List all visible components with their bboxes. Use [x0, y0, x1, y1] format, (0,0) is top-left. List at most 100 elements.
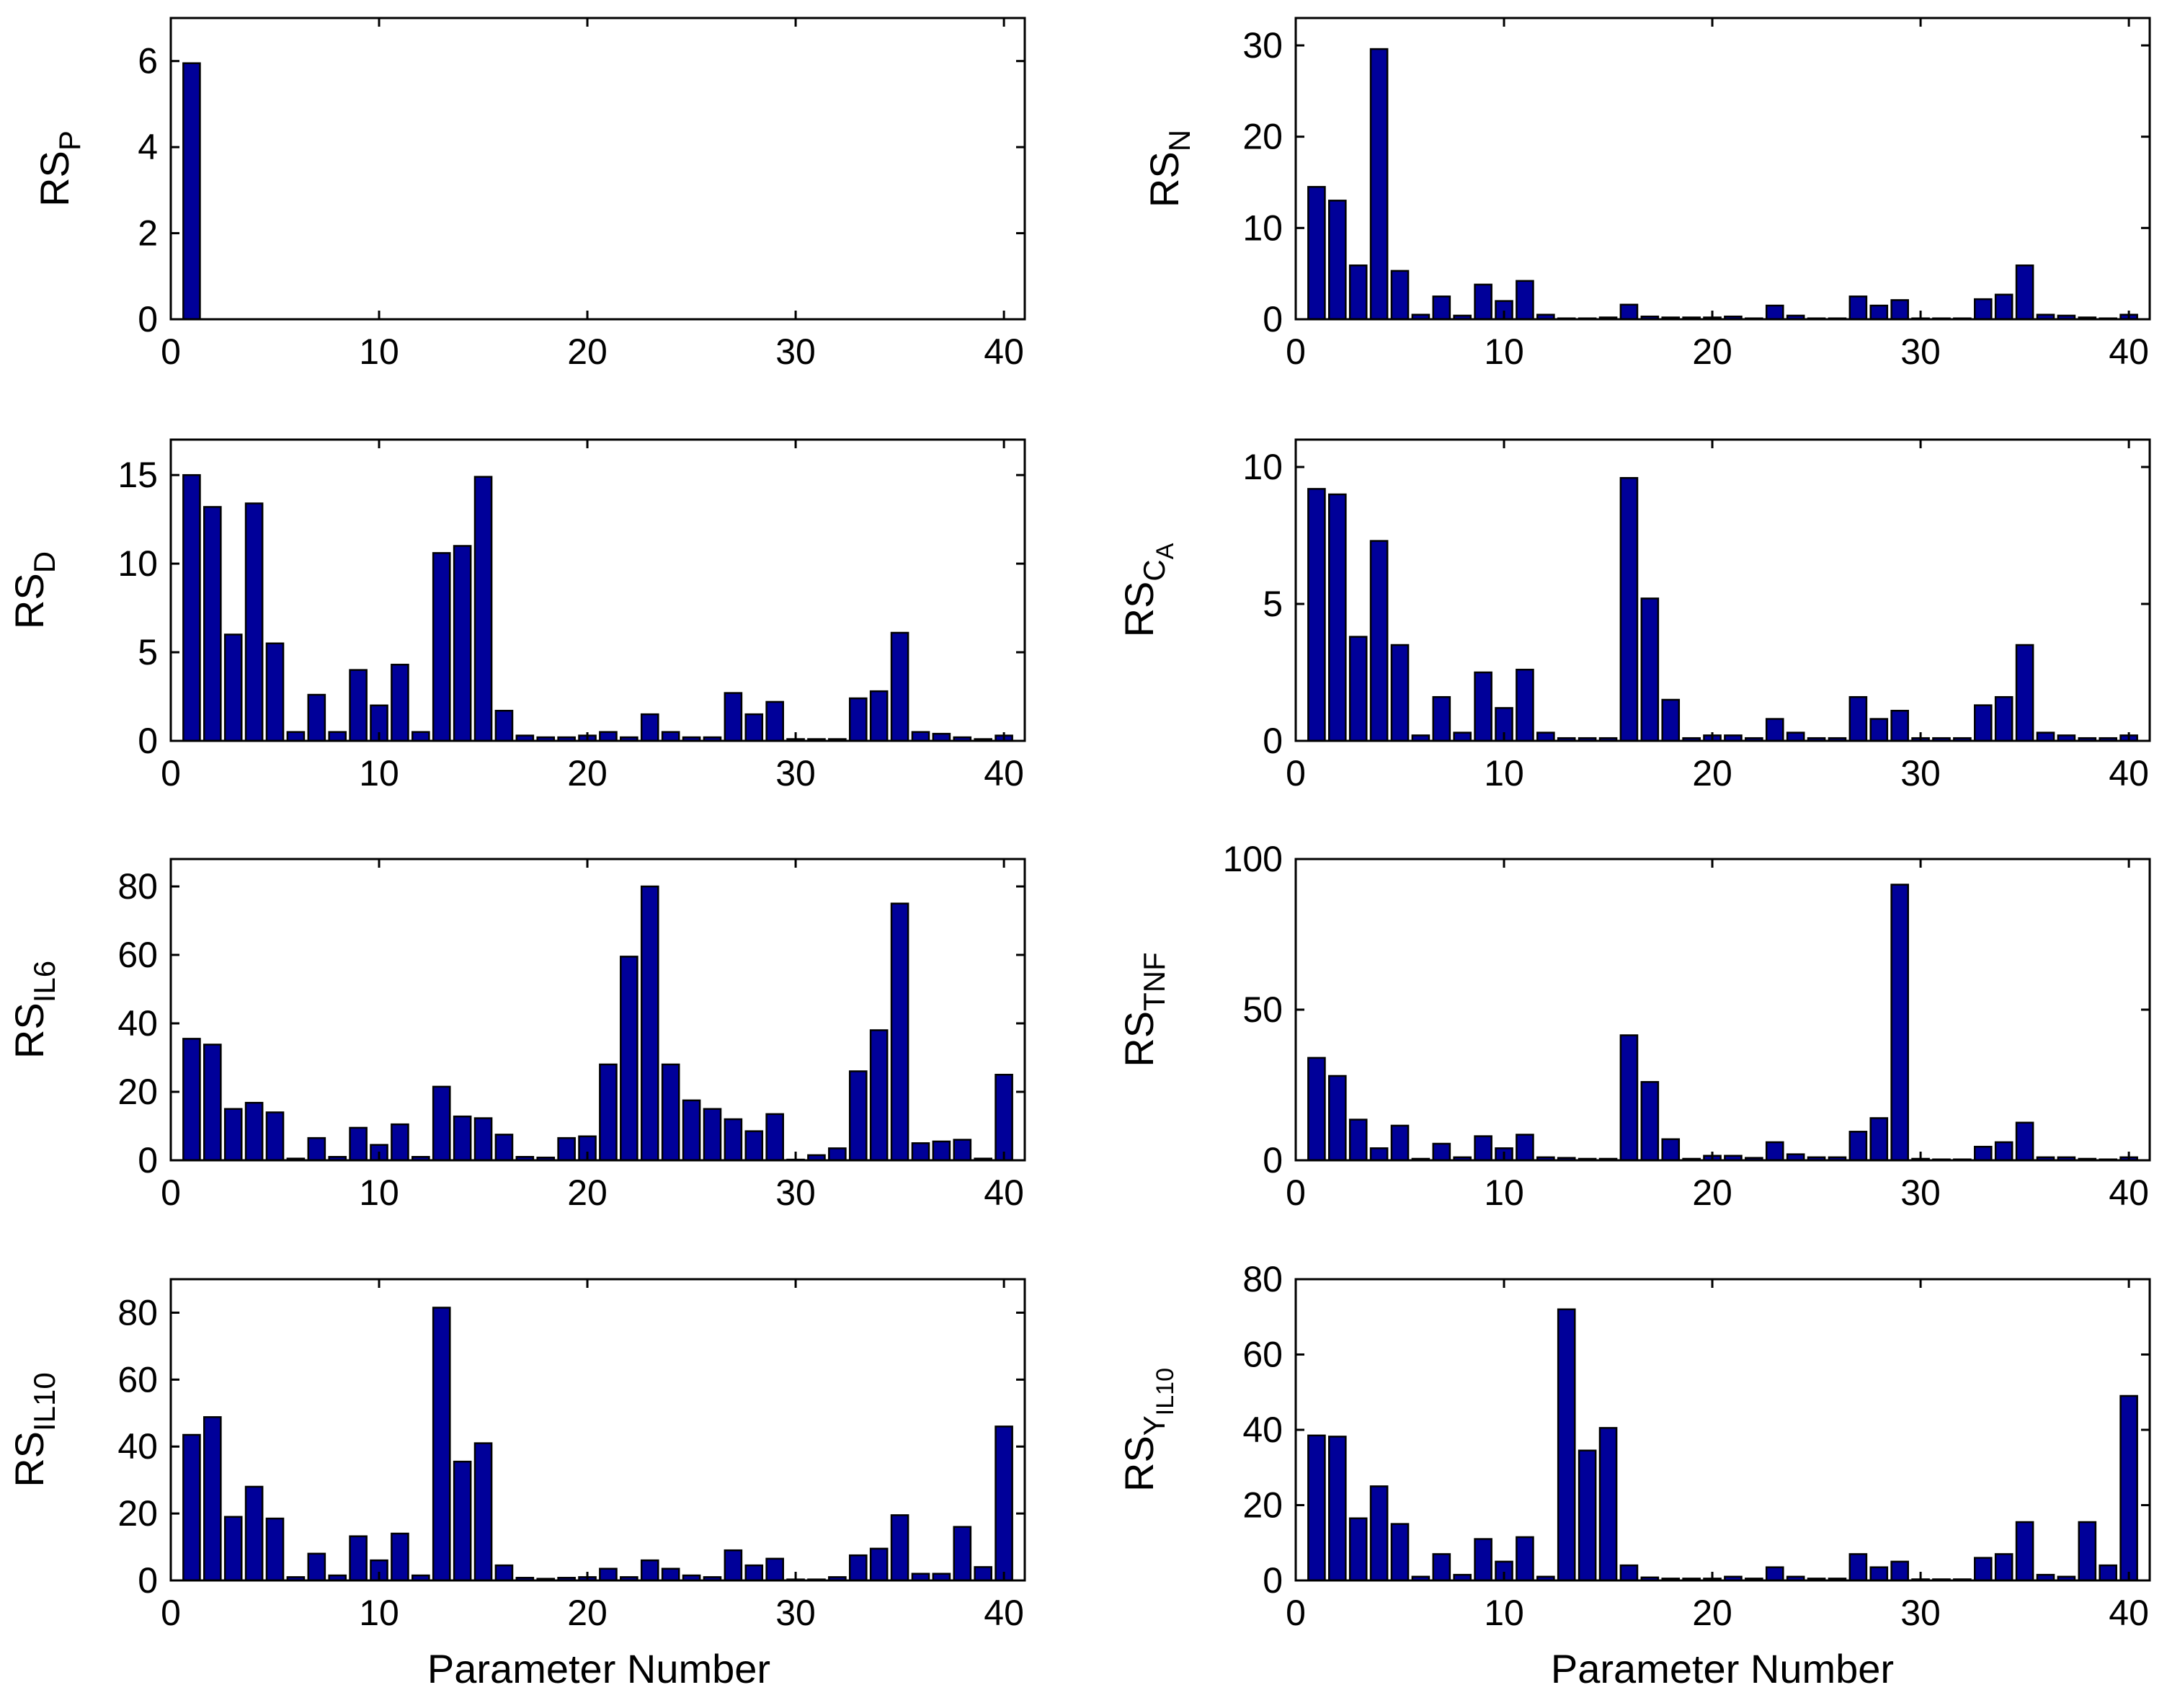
bar-bottom-right-p27 [1848, 1553, 1868, 1582]
bar-bottom-left-p39 [974, 1566, 993, 1582]
ytick-label-top-right-20: 20 [1242, 117, 1283, 157]
bar-row2-right-p16 [1619, 476, 1639, 742]
bar-top-right-p3 [1348, 264, 1368, 321]
bar-bottom-left-p11 [391, 1532, 409, 1582]
xtick-label-top-right-0: 0 [1286, 332, 1306, 372]
xtick-label-row2-left-30: 30 [775, 753, 816, 793]
y-axis-label-base: RS [6, 1431, 52, 1487]
xtick-label-row3-right-20: 20 [1692, 1173, 1732, 1213]
bar-top-right-p2 [1327, 200, 1347, 321]
y-axis-label-base: RS [1116, 1011, 1162, 1067]
bar-row3-left-p36 [911, 1142, 930, 1162]
bar-row3-left-p35 [890, 902, 909, 1162]
ytick-label-row3-left-20: 20 [117, 1072, 158, 1112]
axes-box-row2-right [1294, 438, 2151, 742]
bar-bottom-left-p35 [890, 1514, 909, 1582]
bar-row3-left-p21 [599, 1063, 618, 1162]
bar-row3-right-p35 [2015, 1121, 2034, 1162]
bar-row3-right-p4 [1369, 1147, 1389, 1162]
bar-top-right-p27 [1848, 295, 1868, 321]
panel-row3-left: 0 10 20 30 40 0 20 40 60 80 RSIL6 [6, 858, 1026, 1213]
panel-top-left: 0 10 20 30 40 0 2 4 6 RSP [32, 17, 1026, 372]
y-axis-label-sub: D [27, 551, 61, 573]
bar-row2-left-p6 [286, 731, 306, 742]
xtick-label-top-left-20: 20 [567, 332, 608, 372]
xtick-label-row3-right-0: 0 [1286, 1173, 1306, 1213]
bar-bottom-right-p2 [1327, 1436, 1347, 1582]
xtick-label-row3-left-30: 30 [775, 1173, 816, 1213]
bar-row2-left-p28 [744, 713, 764, 742]
bar-row3-right-p27 [1848, 1131, 1868, 1162]
axes-box-bottom-left [169, 1278, 1026, 1582]
bar-row2-right-p24 [1786, 731, 1805, 742]
bar-bottom-left-p15 [473, 1442, 493, 1582]
bar-row3-left-p14 [453, 1115, 472, 1162]
bar-bottom-right-p34 [1994, 1553, 2014, 1582]
bar-bottom-right-p29 [1890, 1560, 1909, 1582]
ytick-label-row3-left-80: 80 [117, 866, 158, 907]
bar-row3-left-p4 [244, 1101, 264, 1162]
bar-row2-right-p18 [1661, 698, 1681, 742]
bar-bottom-left-p33 [848, 1554, 868, 1582]
ytick-label-row2-right-10: 10 [1242, 447, 1283, 487]
y-axis-label-bottom-left: RSIL10 [6, 1372, 61, 1487]
bar-row2-right-p12 [1536, 731, 1555, 742]
bar-row3-left-p11 [391, 1123, 409, 1162]
bar-row3-left-p32 [828, 1147, 847, 1162]
axes-box-top-left [169, 17, 1026, 321]
bar-row2-left-p35 [890, 631, 909, 742]
bar-bottom-right-p3 [1348, 1517, 1368, 1582]
bar-row2-right-p29 [1890, 709, 1909, 742]
bar-row3-left-p29 [765, 1113, 784, 1162]
ytick-label-row3-left-0: 0 [138, 1140, 158, 1180]
bar-row3-right-p1 [1307, 1057, 1326, 1162]
xtick-label-top-right-10: 10 [1484, 332, 1524, 372]
bar-row3-right-p17 [1640, 1081, 1660, 1162]
bar-bottom-left-p5 [265, 1517, 285, 1582]
ytick-label-bottom-left-40: 40 [117, 1426, 158, 1467]
bar-row3-left-p37 [932, 1140, 951, 1162]
bar-bottom-left-p27 [724, 1549, 743, 1582]
y-axis-label-sub: P [53, 130, 86, 151]
bar-top-right-p16 [1619, 303, 1639, 321]
bar-bottom-right-p33 [1973, 1557, 1993, 1582]
bar-top-right-p7 [1432, 295, 1451, 321]
bar-top-left-p1 [182, 62, 201, 321]
y-axis-label-base: RS [1116, 582, 1162, 638]
bar-bottom-left-p40 [994, 1425, 1013, 1582]
xtick-label-row3-right-30: 30 [1900, 1173, 1941, 1213]
bar-bottom-right-p40 [2119, 1395, 2138, 1582]
bar-bottom-right-p1 [1307, 1434, 1326, 1582]
bar-bottom-right-p35 [2015, 1521, 2034, 1582]
bar-row3-right-p9 [1474, 1135, 1492, 1162]
bar-row2-left-p21 [599, 731, 618, 742]
bar-bottom-left-p21 [599, 1567, 618, 1582]
bar-row3-right-p7 [1432, 1142, 1451, 1162]
bar-row3-right-p34 [1994, 1141, 2014, 1162]
xtick-label-bottom-left-0: 0 [161, 1593, 181, 1633]
bar-row3-right-p28 [1869, 1117, 1889, 1162]
bar-bottom-right-p11 [1516, 1536, 1534, 1582]
y-axis-label-base: RS [6, 573, 52, 629]
xtick-label-top-right-40: 40 [2109, 332, 2149, 372]
bar-row2-right-p2 [1327, 493, 1347, 742]
xtick-label-row3-left-0: 0 [161, 1173, 181, 1213]
bar-row3-left-p40 [994, 1074, 1013, 1162]
xtick-label-top-left-30: 30 [775, 332, 816, 372]
ytick-label-top-right-0: 0 [1263, 299, 1283, 339]
bar-bottom-left-p34 [869, 1547, 889, 1582]
bar-bottom-left-p2 [203, 1416, 222, 1582]
ytick-label-row2-right-0: 0 [1263, 721, 1283, 761]
xtick-label-row2-left-20: 20 [567, 753, 608, 793]
bar-top-right-p34 [1994, 293, 2014, 321]
bar-bottom-left-p7 [307, 1552, 326, 1582]
bar-row2-right-p8 [1453, 731, 1472, 742]
bar-row2-left-p15 [473, 476, 493, 742]
ytick-label-bottom-left-60: 60 [117, 1359, 158, 1400]
bar-row3-left-p9 [349, 1126, 368, 1162]
ytick-label-row2-left-10: 10 [117, 543, 158, 584]
bar-row2-left-p7 [307, 693, 326, 742]
xtick-label-row2-right-10: 10 [1484, 753, 1524, 793]
bar-row3-left-p27 [724, 1118, 743, 1162]
bar-bottom-right-p28 [1869, 1566, 1889, 1582]
